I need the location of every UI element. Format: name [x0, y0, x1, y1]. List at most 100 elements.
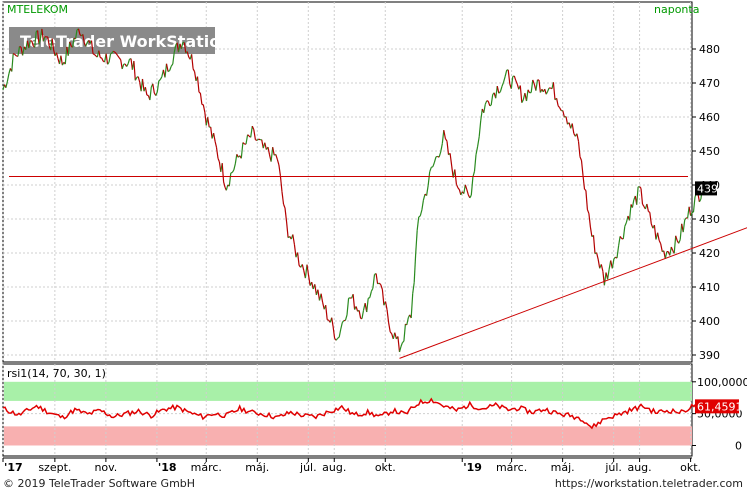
price-segment — [579, 156, 583, 161]
price-last-value: 439 — [695, 181, 718, 196]
price-segment — [55, 52, 59, 59]
price-segment — [538, 80, 541, 93]
price-segment — [670, 246, 674, 251]
price-segment — [367, 297, 371, 299]
price-segment — [215, 147, 219, 159]
price-segment — [519, 85, 523, 103]
price-segment — [495, 86, 498, 99]
price-segment — [72, 38, 75, 48]
price-segment — [264, 142, 267, 150]
price-segment — [429, 167, 432, 173]
price-segment — [93, 53, 97, 57]
price-segment — [682, 220, 686, 233]
price-segment — [510, 76, 514, 89]
workstation-link[interactable]: https://workstation.teletrader.com — [554, 477, 743, 490]
price-segment — [165, 63, 169, 72]
price-y-tick-label: 470 — [699, 77, 720, 90]
price-segment — [571, 123, 575, 134]
price-segment — [418, 215, 421, 218]
price-segment — [688, 206, 692, 216]
price-segment — [499, 86, 503, 92]
price-segment — [545, 91, 549, 95]
price-segment — [552, 82, 556, 100]
price-segment — [133, 60, 136, 81]
price-segment — [478, 120, 482, 137]
price-segment — [586, 209, 590, 214]
price-segment — [314, 284, 317, 295]
price-segment — [412, 282, 415, 294]
price-segment — [547, 87, 550, 92]
price-segment — [463, 184, 466, 194]
price-segment — [464, 184, 468, 190]
price-segment — [231, 169, 235, 173]
price-segment — [242, 142, 245, 145]
price-segment — [413, 253, 417, 283]
x-tick-label: júl. — [299, 461, 317, 474]
price-segment — [223, 181, 226, 188]
price-segment — [90, 40, 94, 54]
price-segment — [475, 146, 479, 155]
price-segment — [38, 38, 42, 45]
price-segment — [400, 342, 403, 347]
price-segment — [386, 309, 390, 323]
price-segment — [183, 42, 187, 54]
price-segment — [504, 69, 508, 77]
price-segment — [366, 298, 369, 313]
price-segment — [669, 246, 672, 256]
x-tick-label: '19 — [463, 461, 482, 474]
price-segment — [416, 217, 420, 231]
price-segment — [470, 177, 474, 196]
x-tick-label: nov. — [94, 461, 117, 474]
price-segment — [484, 100, 488, 105]
price-segment — [344, 314, 348, 321]
price-segment — [204, 112, 207, 126]
price-segment — [648, 210, 651, 213]
price-segment — [320, 293, 324, 303]
price-segment — [496, 85, 500, 94]
price-segment — [679, 223, 683, 240]
price-segment — [451, 165, 454, 178]
price-segment — [245, 134, 249, 145]
price-segment — [127, 59, 131, 64]
price-segment — [120, 59, 123, 70]
price-segment — [156, 80, 160, 92]
price-segment — [192, 68, 196, 72]
price-segment — [6, 73, 10, 82]
price-grid — [2, 2, 692, 362]
price-segment — [377, 282, 380, 285]
price-segment — [100, 56, 102, 59]
price-y-tick-label: 400 — [699, 315, 720, 328]
price-segment — [301, 264, 305, 271]
price-segment — [217, 158, 220, 163]
price-segment — [498, 91, 501, 94]
price-segment — [11, 53, 14, 72]
x-tick-label: márc. — [191, 461, 222, 474]
price-segment — [384, 301, 388, 311]
price-segment — [202, 104, 206, 113]
price-segment — [381, 289, 385, 306]
price-segment — [64, 46, 68, 65]
price-segment — [199, 93, 203, 105]
price-segment — [622, 226, 626, 239]
price-segment — [146, 94, 149, 97]
price-segment — [191, 54, 194, 69]
price-segment — [358, 310, 362, 319]
price-y-tick-label: 410 — [699, 281, 720, 294]
price-segment — [196, 76, 200, 93]
trendline — [399, 227, 747, 359]
rsi-line — [2, 397, 703, 430]
x-tick-label: '17 — [4, 461, 23, 474]
price-segment — [105, 53, 109, 65]
price-segment — [247, 134, 250, 137]
price-segment — [210, 126, 213, 139]
price-segment — [698, 198, 702, 203]
x-tick-label: aug. — [322, 461, 346, 474]
price-segment — [186, 51, 190, 58]
price-segment — [613, 256, 616, 260]
x-tick-label: máj. — [245, 461, 269, 474]
rsi-oversold-band — [4, 426, 692, 446]
rsi-y-tick-label: 100,0000 — [697, 376, 747, 389]
x-tick-label: aug. — [627, 461, 651, 474]
price-segment — [397, 336, 401, 353]
price-segment — [279, 175, 283, 192]
